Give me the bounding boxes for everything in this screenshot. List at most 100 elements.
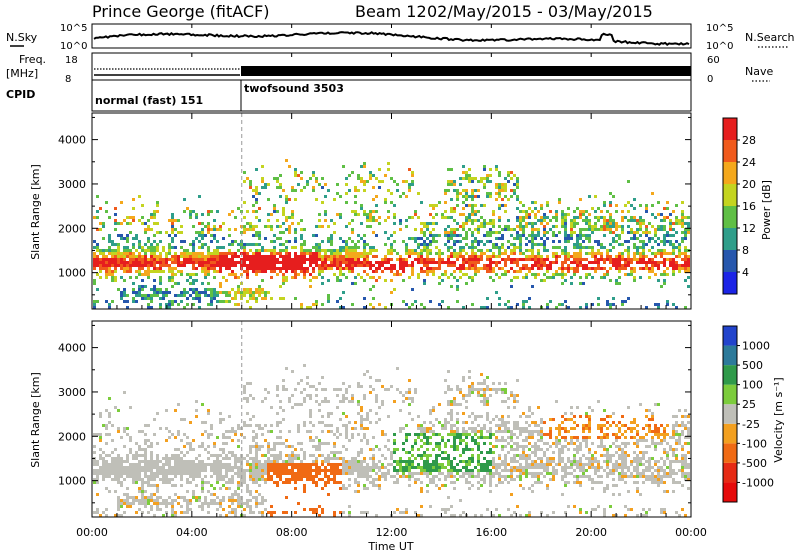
range-gate-cell [564, 219, 567, 222]
range-gate-cell [477, 460, 480, 463]
range-gate-cell [102, 237, 105, 240]
range-gate-cell [426, 255, 429, 258]
range-gate-cell [318, 213, 321, 216]
range-gate-cell [651, 213, 654, 216]
range-gate-cell [249, 255, 252, 258]
range-gate-cell [219, 487, 222, 490]
range-gate-cell [468, 487, 471, 490]
range-gate-cell [450, 481, 453, 484]
range-gate-cell [381, 472, 384, 475]
range-gate-cell [498, 481, 501, 484]
range-gate-cell [144, 463, 147, 466]
range-gate-cell [516, 216, 519, 219]
range-gate-cell [207, 436, 210, 439]
range-gate-cell [405, 424, 408, 427]
range-gate-cell [273, 457, 276, 460]
range-gate-cell [672, 264, 675, 267]
range-gate-cell [255, 490, 258, 493]
noise-sky-label: N.Sky [6, 31, 38, 44]
range-gate-cell [228, 466, 231, 469]
range-gate-cell [624, 216, 627, 219]
range-gate-cell [462, 430, 465, 433]
range-gate-cell [168, 430, 171, 433]
range-gate-cell [291, 213, 294, 216]
range-gate-cell [597, 243, 600, 246]
range-gate-cell [255, 448, 258, 451]
range-gate-cell [141, 264, 144, 267]
range-gate-cell [300, 472, 303, 475]
range-gate-cell [543, 243, 546, 246]
range-gate-cell [216, 246, 219, 249]
range-gate-cell [450, 475, 453, 478]
range-gate-cell [219, 469, 222, 472]
range-gate-cell [354, 255, 357, 258]
range-gate-cell [447, 237, 450, 240]
range-gate-cell [279, 400, 282, 403]
range-gate-cell [120, 466, 123, 469]
range-gate-cell [207, 303, 210, 306]
range-gate-cell [360, 207, 363, 210]
range-gate-cell [267, 469, 270, 472]
range-gate-cell [384, 243, 387, 246]
range-gate-cell [300, 303, 303, 306]
range-gate-cell [189, 442, 192, 445]
range-gate-cell [555, 252, 558, 255]
range-gate-cell [309, 249, 312, 252]
range-gate-cell [501, 475, 504, 478]
range-gate-cell [510, 394, 513, 397]
range-gate-cell [465, 478, 468, 481]
range-gate-cell [282, 442, 285, 445]
range-gate-cell [411, 400, 414, 403]
range-gate-cell [372, 210, 375, 213]
range-gate-cell [102, 478, 105, 481]
range-gate-cell [663, 270, 666, 273]
range-gate-cell [261, 496, 264, 499]
range-gate-cell [135, 261, 138, 264]
range-gate-cell [120, 505, 123, 508]
range-gate-cell [504, 475, 507, 478]
range-gate-cell [252, 267, 255, 270]
range-gate-cell [450, 400, 453, 403]
range-gate-cell [300, 219, 303, 222]
range-gate-cell [510, 243, 513, 246]
range-gate-cell [444, 228, 447, 231]
range-gate-cell [300, 249, 303, 252]
range-gate-cell [438, 201, 441, 204]
noise-sky-trace [93, 31, 690, 46]
range-gate-cell [615, 225, 618, 228]
range-gate-cell [108, 466, 111, 469]
range-gate-cell [150, 258, 153, 261]
range-gate-cell [333, 231, 336, 234]
range-gate-cell [450, 255, 453, 258]
range-gate-cell [447, 403, 450, 406]
range-gate-cell [174, 255, 177, 258]
range-gate-cell [363, 264, 366, 267]
range-gate-cell [522, 412, 525, 415]
range-gate-cell [597, 228, 600, 231]
range-gate-cell [576, 243, 579, 246]
range-gate-cell [561, 264, 564, 267]
range-gate-cell [186, 255, 189, 258]
range-gate-cell [450, 424, 453, 427]
range-gate-cell [324, 258, 327, 261]
range-gate-cell [348, 258, 351, 261]
range-gate-cell [186, 436, 189, 439]
range-gate-cell [525, 222, 528, 225]
range-gate-cell [147, 261, 150, 264]
range-gate-cell [468, 472, 471, 475]
range-gate-cell [153, 213, 156, 216]
range-gate-cell [306, 270, 309, 273]
range-gate-cell [618, 264, 621, 267]
range-gate-cell [453, 403, 456, 406]
range-gate-cell [363, 252, 366, 255]
range-gate-cell [138, 291, 141, 294]
range-gate-cell [507, 240, 510, 243]
range-gate-cell [498, 424, 501, 427]
range-gate-cell [561, 216, 564, 219]
range-gate-cell [426, 466, 429, 469]
range-gate-cell [318, 246, 321, 249]
range-gate-cell [405, 258, 408, 261]
range-gate-cell [282, 261, 285, 264]
range-gate-cell [123, 493, 126, 496]
range-gate-cell [462, 228, 465, 231]
